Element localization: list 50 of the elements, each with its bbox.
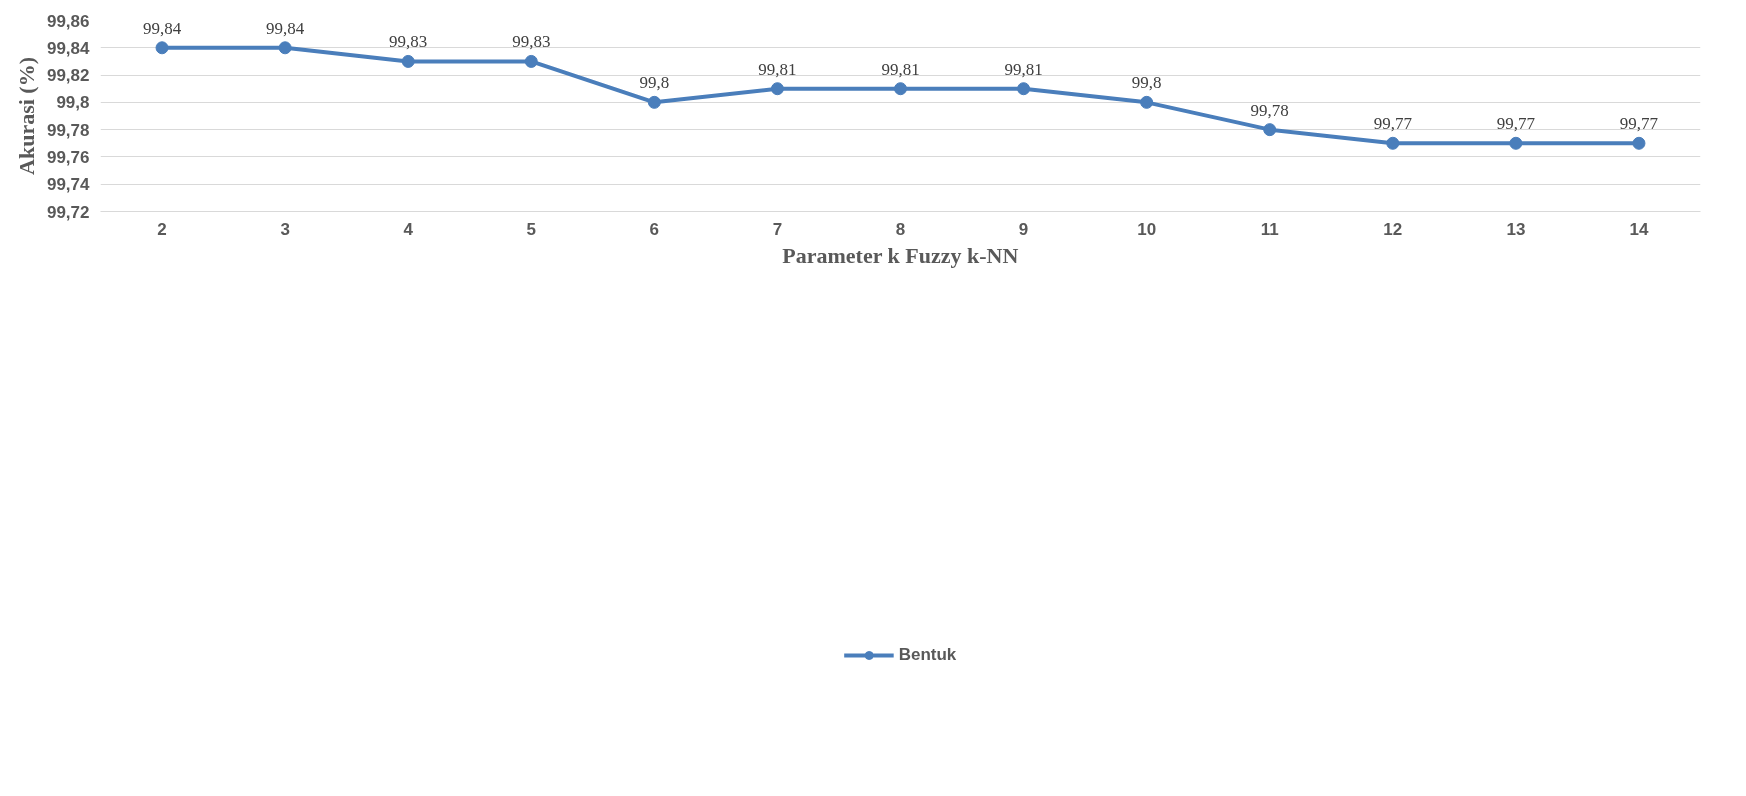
point bbox=[894, 82, 907, 96]
y-axis-title: Akurasi (%) bbox=[13, 57, 39, 175]
x-tick-label: 4 bbox=[403, 219, 414, 239]
y-tick-label: 99,78 bbox=[46, 120, 90, 140]
x-tick-label: 14 bbox=[1629, 219, 1649, 239]
point bbox=[401, 54, 415, 68]
data-label: 99,8 bbox=[1131, 73, 1162, 93]
data-label: 99,84 bbox=[265, 18, 305, 38]
data-label: 99,8 bbox=[639, 73, 670, 93]
data-label: 99,83 bbox=[389, 32, 428, 52]
x-tick-label: 10 bbox=[1137, 219, 1157, 239]
point bbox=[1140, 95, 1154, 109]
x-tick-label: 8 bbox=[895, 219, 906, 239]
legend-label: Bentuk bbox=[898, 645, 957, 665]
x-tick-label: 2 bbox=[157, 219, 167, 239]
point bbox=[278, 41, 292, 55]
x-tick-label: 7 bbox=[772, 219, 783, 239]
x-tick-label: 11 bbox=[1260, 219, 1279, 239]
x-tick-label: 13 bbox=[1506, 219, 1526, 239]
x-tick-label: 5 bbox=[526, 219, 537, 239]
y-tick-label: 99,8 bbox=[56, 93, 90, 113]
x-tick-label: 12 bbox=[1383, 219, 1403, 239]
point bbox=[524, 54, 538, 68]
point bbox=[1509, 136, 1523, 150]
y-tick-label: 99,82 bbox=[46, 66, 90, 86]
x-axis-title: Parameter k Fuzzy k-NN bbox=[782, 242, 1019, 268]
y-tick-label: 99,86 bbox=[46, 11, 90, 31]
x-tick-label: 3 bbox=[280, 219, 290, 239]
x-tick-label: 9 bbox=[1018, 219, 1029, 239]
data-label: 99,83 bbox=[512, 32, 551, 52]
point bbox=[1017, 82, 1031, 96]
data-label: 99,78 bbox=[1250, 100, 1289, 120]
data-label: 99,77 bbox=[1496, 114, 1536, 134]
y-tick-label: 99,74 bbox=[46, 175, 91, 195]
point bbox=[1632, 136, 1646, 150]
point bbox=[770, 82, 784, 96]
data-label: 99,81 bbox=[758, 59, 797, 79]
y-tick-label: 99,76 bbox=[46, 147, 90, 167]
data-label: 99,81 bbox=[881, 59, 920, 79]
data-label: 99,84 bbox=[142, 18, 182, 38]
point bbox=[1386, 136, 1400, 150]
y-tick-label: 99,72 bbox=[46, 202, 90, 222]
point bbox=[1263, 123, 1277, 137]
data-label: 99,77 bbox=[1373, 114, 1413, 134]
data-label: 99,81 bbox=[1004, 59, 1043, 79]
point bbox=[647, 95, 661, 109]
x-tick-label: 6 bbox=[649, 219, 660, 239]
data-label: 99,77 bbox=[1619, 114, 1659, 134]
point bbox=[155, 41, 169, 55]
y-tick-label: 99,84 bbox=[46, 38, 91, 58]
